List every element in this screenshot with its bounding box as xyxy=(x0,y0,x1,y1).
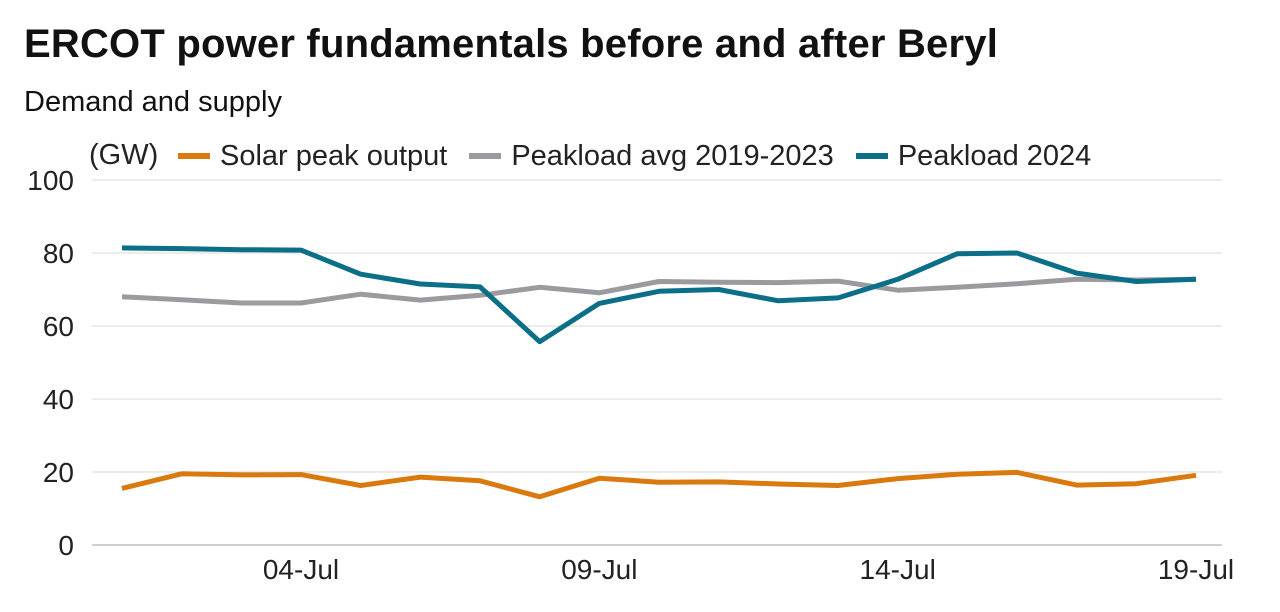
y-tick-label-60: 60 xyxy=(43,311,74,342)
y-tick-label-20: 20 xyxy=(43,457,74,488)
x-tick-label-04-jul: 04-Jul xyxy=(263,554,339,585)
gridlines xyxy=(92,179,1222,546)
legend-item-peakload-avg: Peakload avg 2019-2023 xyxy=(469,139,834,173)
legend-label-peakload-2024: Peakload 2024 xyxy=(897,139,1092,172)
legend-item-solar: Solar peak output xyxy=(178,140,447,173)
series-line-solar-peak-output xyxy=(121,469,1197,500)
y-axis-unit-label: (GW) xyxy=(89,139,159,171)
y-tick-label-100: 100 xyxy=(27,165,74,196)
y-tick-label-40: 40 xyxy=(43,384,74,415)
series-lines xyxy=(121,245,1197,500)
legend-swatch-peakload-2024 xyxy=(855,153,888,159)
y-tick-label-80: 80 xyxy=(43,238,74,269)
series-line-peakload-avg-2019-2023 xyxy=(121,276,1197,306)
x-tick-label-14-jul: 14-Jul xyxy=(860,554,936,585)
legend-label-solar: Solar peak output xyxy=(220,139,448,172)
legend: Solar peak output Peakload avg 2019-2023… xyxy=(178,139,1113,173)
legend-item-peakload-2024: Peakload 2024 xyxy=(855,139,1092,173)
x-tick-label-09-jul: 09-Jul xyxy=(561,554,637,585)
chart-title: ERCOT power fundamentals before and afte… xyxy=(24,22,999,66)
legend-swatch-peakload-avg xyxy=(469,153,502,159)
y-axis-tick-labels: 0 20 40 60 80 100 xyxy=(27,165,74,561)
y-tick-label-0: 0 xyxy=(58,530,74,561)
x-axis-tick-labels: 04-Jul 09-Jul 14-Jul 19-Jul xyxy=(263,554,1234,585)
series-line-peakload-2024 xyxy=(121,245,1197,345)
legend-label-peakload-avg: Peakload avg 2019-2023 xyxy=(511,139,834,172)
x-tick-label-19-jul: 19-Jul xyxy=(1158,554,1234,585)
legend-swatch-solar xyxy=(178,153,210,159)
chart-subtitle: Demand and supply xyxy=(24,86,282,118)
